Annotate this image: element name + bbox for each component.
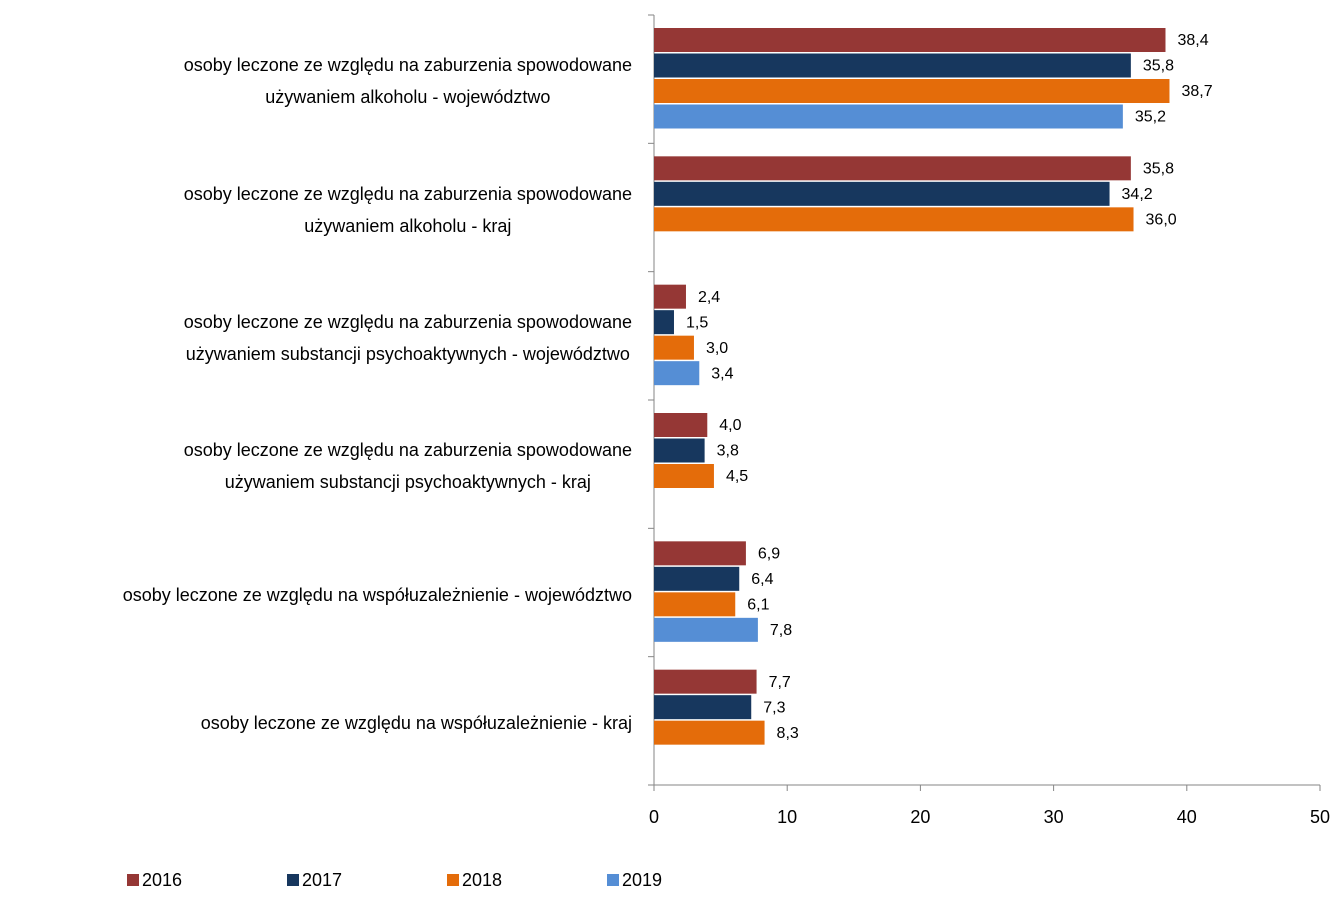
value-label: 35,8 xyxy=(1143,161,1174,178)
bar xyxy=(654,361,700,386)
bar xyxy=(654,104,1123,129)
category-label: osoby leczone ze względu na zaburzenia s… xyxy=(183,55,632,108)
x-tick-label: 0 xyxy=(649,807,659,827)
value-label: 38,7 xyxy=(1181,83,1212,100)
bar xyxy=(654,695,752,720)
bar xyxy=(654,335,694,360)
bar xyxy=(654,181,1110,206)
value-label: 6,4 xyxy=(751,571,773,588)
value-label: 7,3 xyxy=(763,699,785,716)
category-label: osoby leczone ze względu na zaburzenia s… xyxy=(183,440,632,493)
value-label: 4,0 xyxy=(719,417,741,434)
legend-swatch xyxy=(127,874,139,886)
bar xyxy=(654,592,736,617)
value-label: 7,7 xyxy=(769,674,791,691)
bar xyxy=(654,720,765,745)
legend-swatch xyxy=(607,874,619,886)
legend-swatch xyxy=(287,874,299,886)
value-label: 2,4 xyxy=(698,289,720,306)
x-tick-label: 50 xyxy=(1310,807,1330,827)
legend-label: 2019 xyxy=(622,870,662,890)
bar xyxy=(654,207,1134,232)
bar xyxy=(654,284,686,309)
bar xyxy=(654,464,714,488)
value-label: 8,3 xyxy=(777,725,799,742)
bar xyxy=(654,53,1131,78)
value-label: 3,0 xyxy=(706,340,728,357)
bar xyxy=(654,669,757,694)
bar xyxy=(654,310,674,335)
bar xyxy=(654,541,746,566)
value-label: 1,5 xyxy=(686,314,708,331)
value-label: 3,4 xyxy=(711,365,733,382)
value-label: 7,8 xyxy=(770,622,792,639)
x-tick-label: 10 xyxy=(777,807,797,827)
category-label: osoby leczone ze względu na współuzależn… xyxy=(122,584,632,605)
bar xyxy=(654,438,705,463)
value-label: 4,5 xyxy=(726,468,748,485)
value-label: 3,8 xyxy=(717,443,739,460)
legend-label: 2018 xyxy=(462,870,502,890)
x-tick-label: 30 xyxy=(1044,807,1064,827)
value-label: 35,8 xyxy=(1143,58,1174,75)
bar xyxy=(654,156,1131,181)
category-label: osoby leczone ze względu na zaburzenia s… xyxy=(183,311,632,364)
legend-swatch xyxy=(447,874,459,886)
value-label: 36,0 xyxy=(1146,212,1177,229)
x-tick-label: 40 xyxy=(1177,807,1197,827)
value-label: 34,2 xyxy=(1122,186,1153,203)
x-tick-label: 20 xyxy=(910,807,930,827)
value-label: 6,9 xyxy=(758,546,780,563)
bar xyxy=(654,79,1170,103)
bar xyxy=(654,413,708,437)
legend-label: 2017 xyxy=(302,870,342,890)
value-label: 35,2 xyxy=(1135,109,1166,126)
value-label: 6,1 xyxy=(747,597,769,614)
value-label: 38,4 xyxy=(1177,32,1208,49)
bar xyxy=(654,566,740,591)
category-label: osoby leczone ze względu na zaburzenia s… xyxy=(183,183,632,236)
bar xyxy=(654,617,758,642)
category-label: osoby leczone ze względu na współuzależn… xyxy=(200,712,632,733)
legend-label: 2016 xyxy=(142,870,182,890)
bar xyxy=(654,28,1166,52)
